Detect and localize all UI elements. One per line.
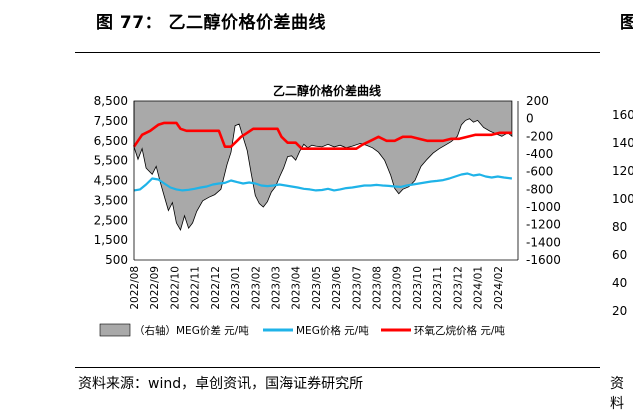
left-tick-label: 6,500 (94, 134, 128, 148)
meg-spread-area (133, 100, 513, 232)
figure-title: 图 77： 乙二醇价格价差曲线 (96, 13, 326, 33)
x-tick-label: 2022/10 (169, 266, 181, 310)
left-tick-label: 7,500 (94, 114, 128, 128)
legend: （右轴）MEG价差 元/吨 MEG价格 元/吨 环氧乙烷价格 元/吨 (99, 323, 505, 337)
x-tick-label: 2023/09 (392, 266, 404, 310)
x-tick-label: 2023/08 (372, 266, 384, 310)
x-tick-label: 2022/09 (149, 266, 161, 310)
right-panel-tick-label: 160 (612, 108, 633, 122)
legend-label-spread: （右轴）MEG价差 元/吨 (134, 324, 249, 337)
left-tick-label: 4,500 (94, 174, 128, 188)
right-tick-label: -1600 (526, 253, 561, 267)
x-tick-label: 2023/11 (432, 266, 444, 310)
legend-label-eo: 环氧乙烷价格 元/吨 (414, 324, 505, 337)
right-tick-label: 200 (526, 94, 549, 108)
right-source-fragment: 资料 (610, 376, 624, 412)
eo-price-line (132, 121, 512, 150)
x-tick-label: 2022/11 (190, 266, 202, 310)
left-tick-label: 5,500 (94, 154, 128, 168)
right-tick-label: -600 (526, 165, 553, 179)
x-tick-label: 2023/07 (351, 266, 363, 310)
right-axis: 200 0 -200 -400 -600 -800 -1000 -1200 -1400 -1600 (517, 94, 561, 267)
right-panel-tick-label: 140 (612, 136, 633, 150)
right-tick-label: -1200 (526, 218, 561, 232)
right-panel-tick-label: 120 (612, 164, 633, 178)
legend-swatch-spread (99, 323, 131, 337)
x-tick-label: 2023/04 (291, 266, 303, 310)
x-tick-label: 2024/01 (473, 266, 485, 310)
left-tick-label: 500 (105, 253, 128, 267)
right-tick-label: -200 (526, 129, 553, 143)
x-tick-label: 2023/06 (331, 266, 343, 310)
left-axis: 8,500 7,500 6,500 5,500 4,500 3,500 2,500 1,500… (94, 94, 135, 267)
x-axis: 2022/08 2022/09 2022/10 2022/11 2022/12 2023/… (129, 259, 518, 310)
plot-area (132, 100, 513, 232)
right-tick-label: -1000 (526, 200, 561, 214)
right-tick-label: -400 (526, 147, 553, 161)
x-tick-label: 2022/08 (129, 266, 141, 310)
x-tick-label: 2023/03 (270, 266, 282, 310)
right-panel-tick-label: 60 (612, 248, 627, 262)
chart-title: 乙二醇价格价差曲线 (273, 83, 381, 98)
chart-svg: 乙二醇价格价差曲线 8,500 7,500 6,500 5,500 4,500 3,500… (94, 83, 633, 337)
meg-price-line (133, 172, 513, 192)
x-tick-label: 2023/05 (311, 266, 323, 310)
right-panel-tick-label: 20 (612, 304, 627, 318)
left-tick-label: 3,500 (94, 193, 128, 207)
right-panel-fragment: 160 140 120 100 80 60 40 20 (612, 108, 633, 318)
x-tick-label: 2022/12 (210, 266, 222, 310)
right-panel-tick-label: 100 (612, 192, 633, 206)
x-tick-label: 2023/12 (452, 266, 464, 310)
title-rule (75, 52, 600, 53)
x-tick-label: 2023/01 (230, 266, 242, 310)
left-tick-label: 8,500 (94, 94, 128, 108)
left-tick-label: 2,500 (94, 213, 128, 227)
right-title-fragment: 图 (620, 13, 633, 33)
x-tick-label: 2024/02 (493, 266, 505, 310)
legend-label-meg: MEG价格 元/吨 (296, 324, 369, 337)
left-tick-label: 1,500 (94, 233, 128, 247)
source-note: 资料来源：wind，卓创资讯，国海证券研究所 (78, 376, 364, 392)
source-rule (75, 367, 600, 368)
right-panel-tick-label: 40 (612, 276, 627, 290)
x-tick-label: 2023/02 (250, 266, 262, 310)
right-panel-tick-label: 80 (612, 220, 627, 234)
right-tick-label: 0 (526, 112, 534, 126)
x-tick-label: 2023/10 (412, 266, 424, 310)
right-tick-label: -800 (526, 182, 553, 196)
right-tick-label: -1400 (526, 235, 561, 249)
